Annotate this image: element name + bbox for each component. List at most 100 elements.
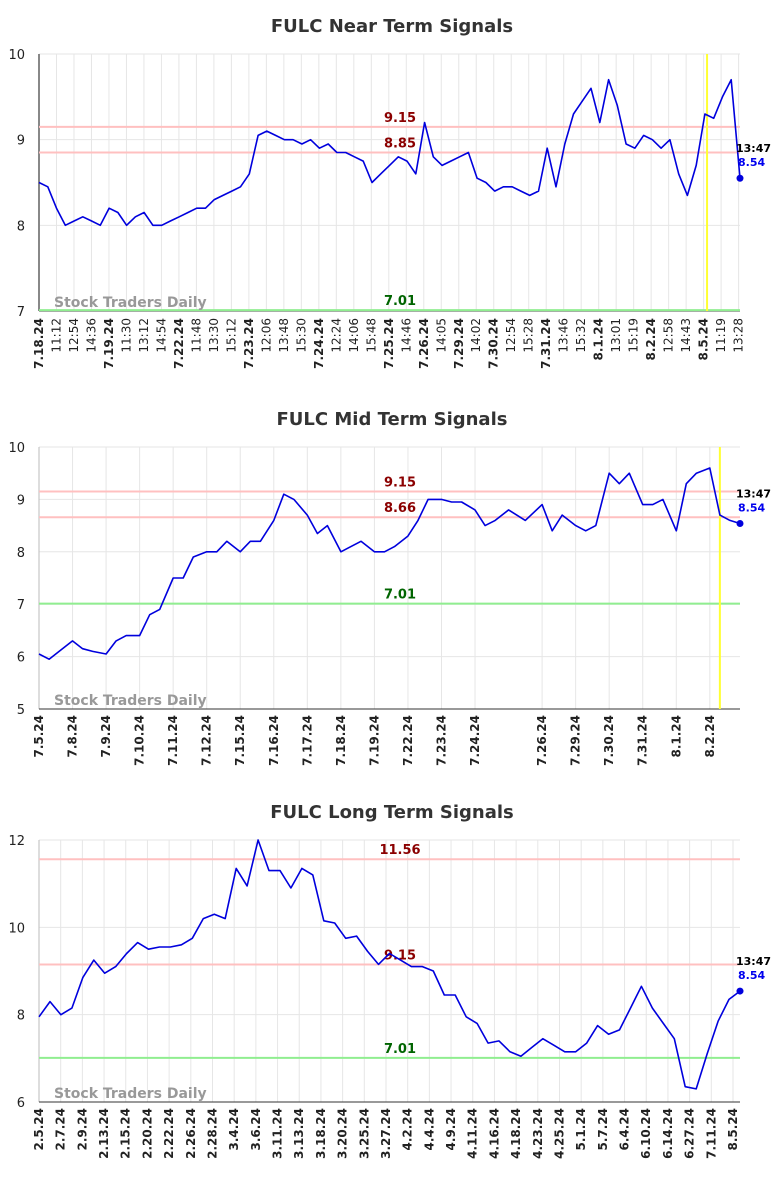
last-price-time: 13:47 xyxy=(736,488,771,501)
y-tick-label: 7 xyxy=(17,305,25,320)
x-tick-label: 3.6.24 xyxy=(249,1108,263,1151)
price-series-line xyxy=(38,839,741,1090)
watermark: Stock Traders Daily xyxy=(54,693,207,709)
y-tick-label: 6 xyxy=(17,651,25,666)
x-tick-label: 7.30.24 xyxy=(487,318,501,369)
y-tick-label: 8 xyxy=(17,219,25,234)
x-tick-label: 8.1.24 xyxy=(669,715,683,758)
x-tick-label: 14:05 xyxy=(434,318,448,353)
x-tick-label: 2.28.24 xyxy=(205,1108,219,1159)
x-tick-label: 3.25.24 xyxy=(357,1108,371,1159)
x-tick-label: 8.5.24 xyxy=(726,1108,740,1151)
x-tick-label: 2.15.24 xyxy=(119,1108,133,1159)
x-tick-label: 3.27.24 xyxy=(379,1108,393,1159)
x-tick-label: 6.4.24 xyxy=(618,1108,632,1151)
x-tick-label: 11:30 xyxy=(119,318,133,353)
near-term-chart: FULC Near Term Signals 7 8 9 10 7.18.24 11:12 1… xyxy=(8,16,771,369)
x-tick-label: 14:36 xyxy=(84,318,98,353)
x-tick-label: 7.29.24 xyxy=(452,318,466,369)
resistance-level-label: 11.56 xyxy=(379,843,420,858)
x-tick-label: 14:02 xyxy=(469,318,483,353)
x-tick-label: 7.24.24 xyxy=(312,318,326,369)
x-tick-label: 4.2.24 xyxy=(401,1108,415,1151)
x-tick-label: 12:54 xyxy=(67,318,81,353)
x-tick-label: 4.9.24 xyxy=(444,1108,458,1151)
price-series-line xyxy=(38,467,741,660)
x-tick-label: 7.18.24 xyxy=(334,715,348,766)
y-tick-label: 6 xyxy=(17,1096,25,1111)
x-tick-label: 7.19.24 xyxy=(367,715,381,766)
resistance-level-label: 8.66 xyxy=(384,501,416,516)
x-tick-label: 3.18.24 xyxy=(314,1108,328,1159)
resistance-level-label: 8.85 xyxy=(384,137,416,152)
x-tick-label: 7.31.24 xyxy=(636,715,650,766)
support-level-label: 7.01 xyxy=(384,1042,416,1057)
watermark: Stock Traders Daily xyxy=(54,1086,207,1102)
x-tick-label: 7.11.24 xyxy=(166,715,180,766)
x-tick-label: 6.14.24 xyxy=(661,1108,675,1159)
x-tick-label: 2.20.24 xyxy=(140,1108,154,1159)
x-tick-label: 11:19 xyxy=(714,318,728,353)
x-tick-label: 15:28 xyxy=(522,318,536,353)
x-tick-label: 4.23.24 xyxy=(531,1108,545,1159)
x-tick-label: 8.1.24 xyxy=(592,318,606,361)
x-tick-label: 2.9.24 xyxy=(75,1108,89,1151)
x-tick-label: 12:54 xyxy=(504,318,518,353)
x-tick-label: 3.13.24 xyxy=(292,1108,306,1159)
x-tick-label: 12:24 xyxy=(329,318,343,353)
x-tick-label: 15:48 xyxy=(364,318,378,353)
last-price-value: 8.54 xyxy=(738,502,765,515)
x-tick-label: 11:12 xyxy=(49,318,63,353)
x-tick-label: 4.16.24 xyxy=(487,1108,501,1159)
y-tick-label: 8 xyxy=(17,546,25,561)
last-price-value: 8.54 xyxy=(738,156,765,169)
resistance-level-label: 9.15 xyxy=(384,476,416,491)
price-series-line xyxy=(38,78,741,227)
last-price-dot xyxy=(736,520,744,528)
x-tick-label: 3.4.24 xyxy=(227,1108,241,1151)
x-tick-label: 2.13.24 xyxy=(97,1108,111,1159)
x-tick-label: 7.31.24 xyxy=(539,318,553,369)
y-tick-label: 10 xyxy=(8,48,25,63)
y-tick-label: 10 xyxy=(8,921,25,936)
x-tick-label: 7.12.24 xyxy=(200,715,214,766)
x-tick-label: 7.8.24 xyxy=(66,715,80,758)
x-tick-label: 8.2.24 xyxy=(703,715,717,758)
y-tick-label: 9 xyxy=(17,493,25,508)
x-tick-label: 15:12 xyxy=(224,318,238,353)
x-tick-label: 7.22.24 xyxy=(401,715,415,766)
x-tick-label: 7.30.24 xyxy=(602,715,616,766)
x-tick-label: 13:12 xyxy=(137,318,151,353)
x-tick-label: 14:43 xyxy=(679,318,693,353)
x-tick-label: 13:46 xyxy=(557,318,571,353)
x-tick-label: 2.26.24 xyxy=(184,1108,198,1159)
x-tick-label: 7.26.24 xyxy=(417,318,431,369)
x-tick-label: 7.19.24 xyxy=(102,318,116,369)
x-tick-label: 13:01 xyxy=(609,318,623,353)
y-tick-label: 9 xyxy=(17,134,25,149)
x-tick-label: 15:30 xyxy=(294,318,308,353)
x-tick-label: 12:06 xyxy=(259,318,273,353)
x-tick-label: 4.11.24 xyxy=(466,1108,480,1159)
x-tick-label: 7.29.24 xyxy=(569,715,583,766)
resistance-level-label: 9.15 xyxy=(384,111,416,126)
x-tick-label: 15:19 xyxy=(627,318,641,353)
x-tick-label: 12:58 xyxy=(662,318,676,353)
support-level-label: 7.01 xyxy=(384,588,416,603)
y-tick-label: 5 xyxy=(17,703,25,718)
x-tick-label: 7.24.24 xyxy=(468,715,482,766)
chart-title: FULC Long Term Signals xyxy=(270,802,514,823)
y-tick-label: 12 xyxy=(8,834,25,849)
x-tick-label: 15:32 xyxy=(574,318,588,353)
long-term-chart: FULC Long Term Signals 6 8 10 12 2.5.24 2.7.24… xyxy=(8,802,771,1159)
x-tick-label: 8.5.24 xyxy=(697,318,711,361)
x-tick-label: 6.27.24 xyxy=(683,1108,697,1159)
last-price-dot xyxy=(736,174,744,182)
x-tick-label: 13:30 xyxy=(207,318,221,353)
x-tick-label: 7.16.24 xyxy=(267,715,281,766)
x-tick-label: 5.7.24 xyxy=(596,1108,610,1151)
x-tick-label: 7.23.24 xyxy=(434,715,448,766)
x-tick-label: 2.5.24 xyxy=(32,1108,46,1151)
x-tick-label: 7.25.24 xyxy=(382,318,396,369)
x-tick-label: 2.7.24 xyxy=(54,1108,68,1151)
